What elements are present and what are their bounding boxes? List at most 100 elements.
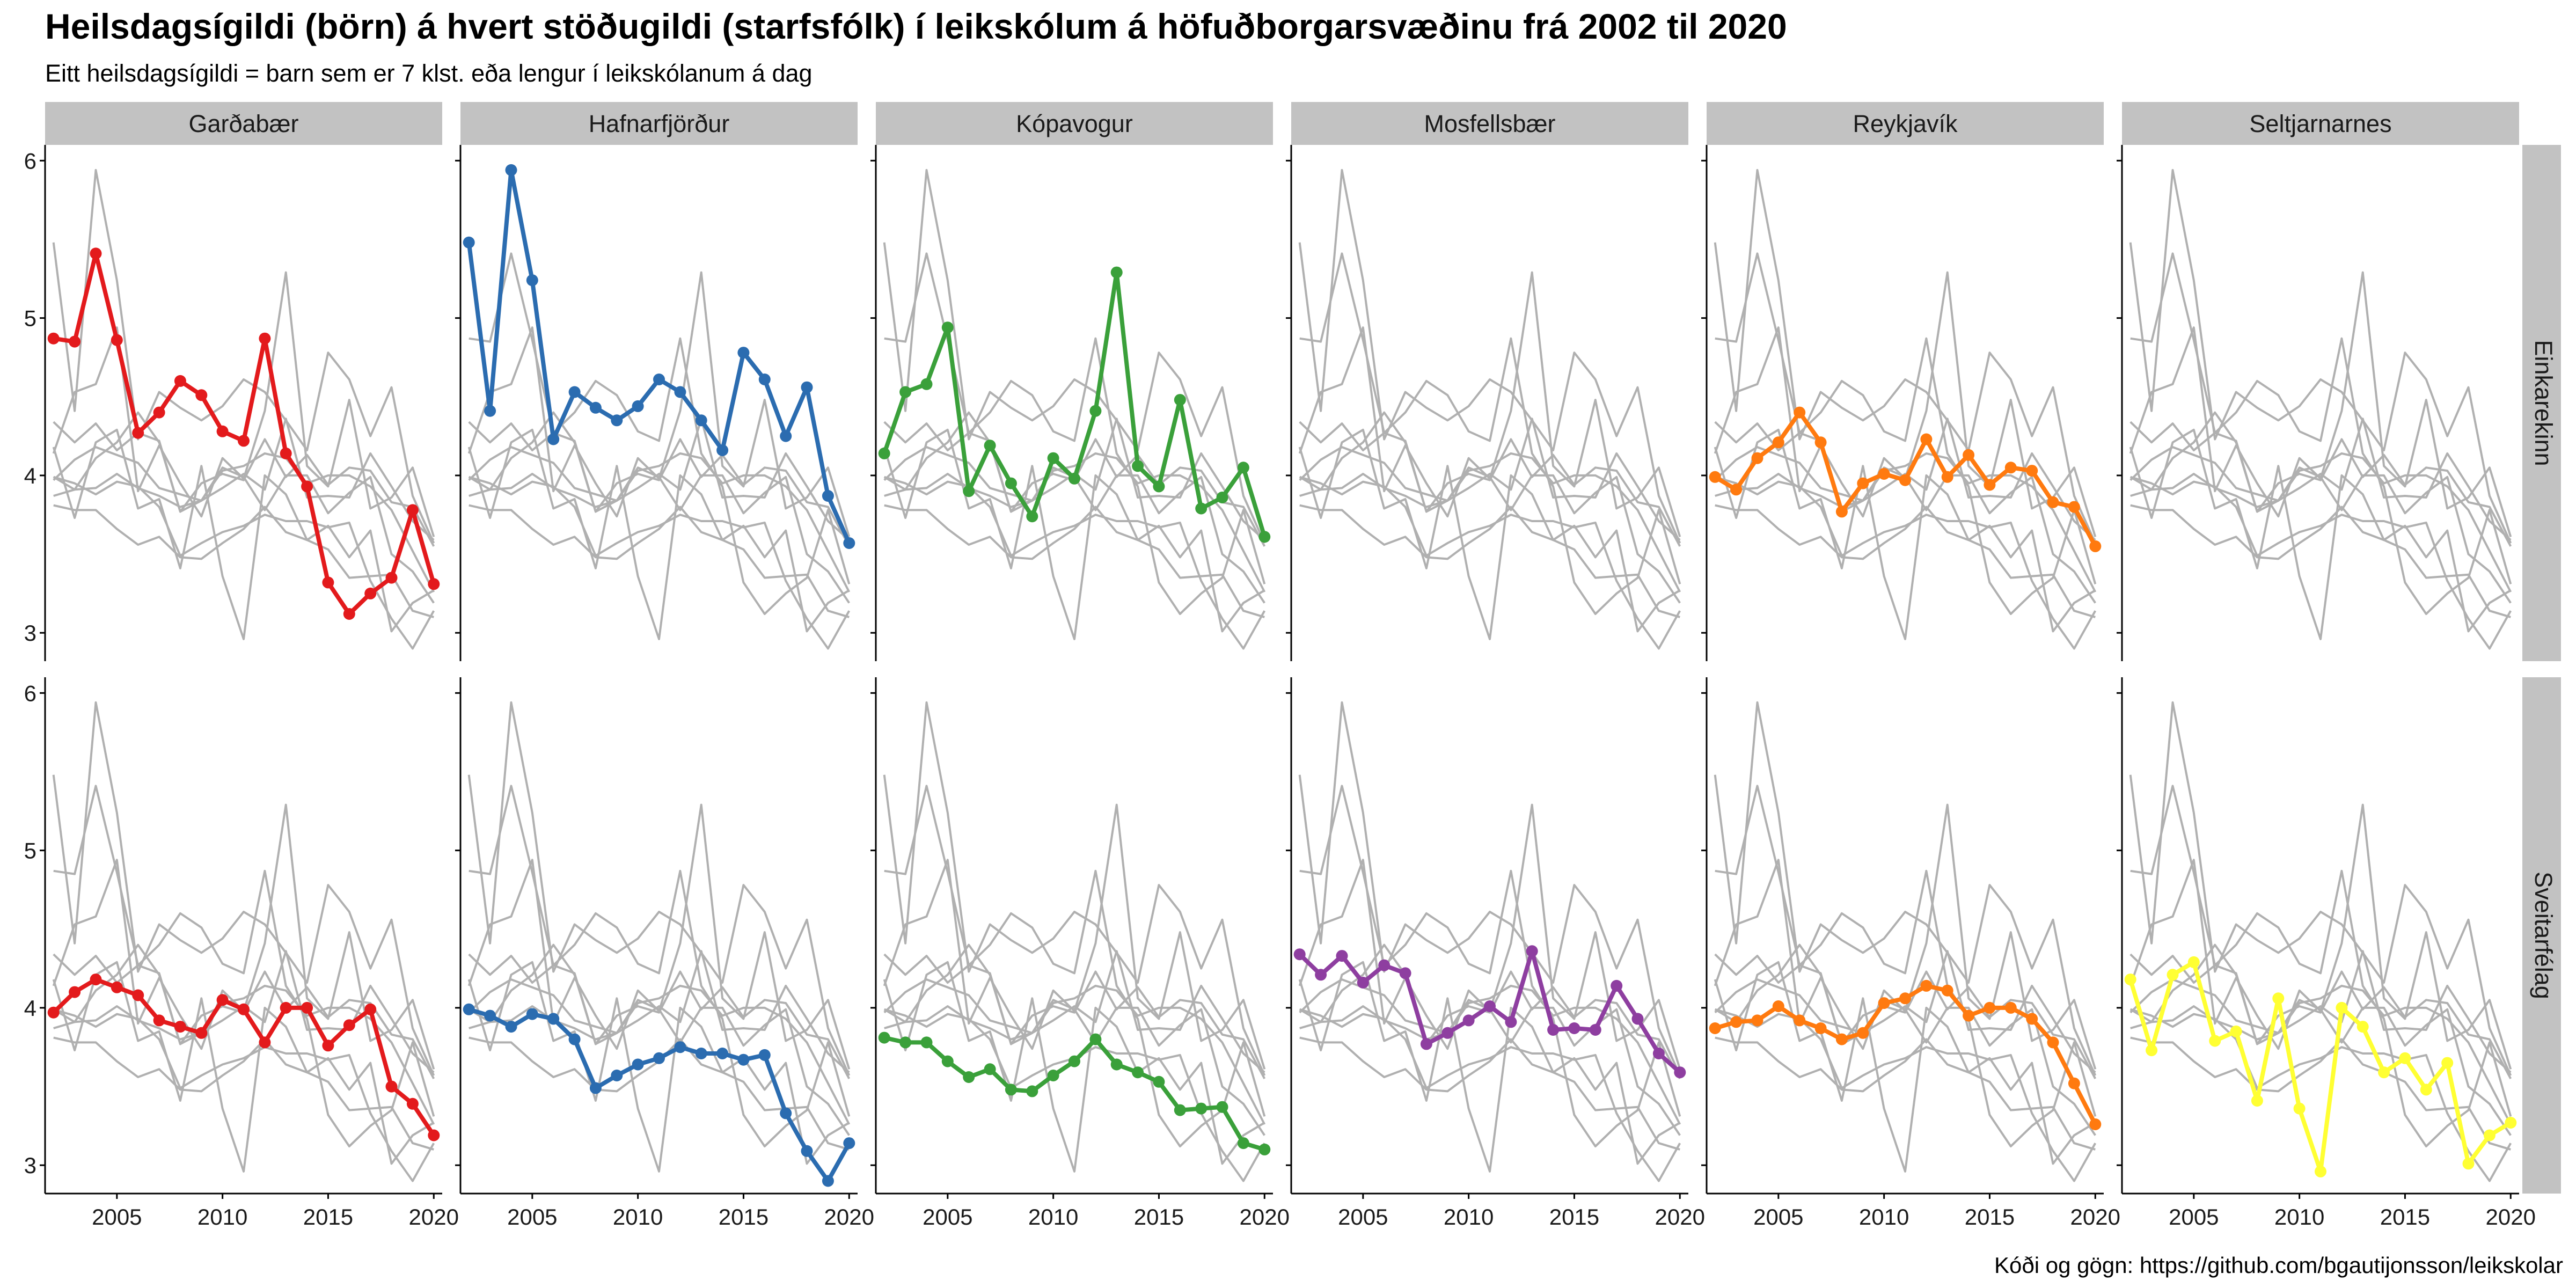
row-strip-label: Sveitarfélag — [2530, 872, 2557, 999]
highlight-series-line — [2128, 960, 2512, 1174]
data-point — [1505, 1016, 1517, 1028]
data-point — [2146, 1044, 2158, 1057]
data-point — [1857, 477, 1869, 489]
row-strip-label: Einkarekinn — [2530, 340, 2557, 466]
data-point — [1026, 1085, 1038, 1097]
background-series-line — [1299, 943, 1681, 1079]
x-tick-label: 2015 — [719, 1204, 769, 1230]
data-point — [343, 608, 355, 620]
facet-strip-hafnarfjordur — [460, 102, 858, 145]
background-series-line — [1714, 961, 2096, 1173]
background-series-line — [53, 475, 435, 650]
data-point — [301, 480, 313, 493]
data-point — [1568, 1022, 1580, 1034]
x-tick-label: 2020 — [2070, 1204, 2120, 1230]
data-point — [695, 1048, 707, 1059]
background-series-line — [469, 475, 851, 650]
data-point — [1751, 1014, 1763, 1027]
data-point — [653, 1052, 665, 1064]
highlight-series-line — [466, 167, 851, 544]
x-tick-label: 2005 — [507, 1204, 557, 1230]
data-point — [716, 1048, 729, 1059]
data-point — [1631, 1013, 1644, 1025]
data-point — [2209, 1035, 2221, 1047]
data-point — [878, 447, 890, 459]
data-point — [1547, 1024, 1560, 1036]
data-point — [238, 435, 250, 447]
background-series-line — [469, 252, 851, 615]
background-series-line — [52, 169, 435, 544]
x-tick-label: 2005 — [923, 1204, 972, 1230]
background-series-line — [884, 504, 1265, 618]
background-series-line — [2129, 428, 2512, 640]
data-point — [1399, 967, 1411, 979]
background-series-line — [53, 418, 435, 541]
data-point — [1835, 506, 1848, 518]
x-tick-label: 2015 — [1965, 1204, 2015, 1230]
data-point — [1772, 436, 1784, 449]
x-tick-label: 2010 — [197, 1204, 247, 1230]
data-point — [1963, 449, 1975, 461]
y-tick-label: 3 — [24, 1153, 36, 1178]
y-tick-label: 6 — [24, 148, 36, 173]
background-series-line — [883, 701, 1266, 1076]
data-point — [385, 1080, 398, 1093]
data-point — [801, 1145, 813, 1157]
background-series-line — [53, 411, 435, 547]
data-point — [1216, 1101, 1228, 1113]
data-point — [589, 1082, 602, 1094]
data-point — [322, 1040, 334, 1052]
data-point — [632, 400, 644, 412]
data-point — [1674, 1066, 1686, 1079]
data-point — [547, 1013, 560, 1025]
background-series-line — [2129, 943, 2512, 1079]
background-series-line — [52, 961, 435, 1173]
data-point — [1005, 477, 1017, 489]
data-point — [1237, 462, 1249, 474]
data-point — [174, 1021, 186, 1033]
data-point — [47, 332, 60, 345]
data-point — [1132, 460, 1144, 472]
x-tick-label: 2015 — [1134, 1204, 1184, 1230]
background-series-line — [2130, 475, 2512, 650]
background-series-line — [1298, 701, 1681, 1076]
panel-sveitarfelag-reykjavik: 2005 2010 2015 2020 — [1701, 677, 2120, 1230]
background-series-line — [2129, 411, 2512, 547]
data-point — [2272, 992, 2285, 1005]
background-series-line — [467, 701, 851, 1076]
data-point — [1047, 452, 1059, 464]
data-point — [941, 1055, 954, 1067]
data-point — [1730, 484, 1743, 496]
data-point — [484, 1009, 496, 1022]
data-point — [758, 1049, 771, 1061]
data-point — [1420, 1038, 1432, 1050]
data-point — [1195, 1102, 1208, 1115]
data-point — [1857, 1027, 1869, 1039]
data-point — [526, 274, 538, 287]
data-point — [505, 1021, 517, 1033]
row-strip-einkarekinn — [2522, 145, 2561, 661]
data-point — [1089, 1033, 1102, 1045]
data-point — [920, 378, 933, 390]
x-tick-label: 2020 — [1655, 1204, 1705, 1230]
data-point — [195, 389, 208, 401]
data-point — [2068, 501, 2080, 513]
panel-sveitarfelag-kopavogur: 2005 2010 2015 2020 — [870, 677, 1290, 1230]
background-series-line — [1298, 428, 1681, 640]
background-series-line — [467, 961, 850, 1173]
data-point — [238, 1003, 250, 1015]
data-point — [1258, 531, 1271, 543]
data-point — [1378, 959, 1391, 971]
background-series-line — [884, 452, 1266, 592]
background-series-line — [883, 950, 1265, 1073]
data-point — [632, 1058, 644, 1071]
data-point — [484, 405, 496, 417]
data-point — [428, 578, 440, 590]
x-tick-label: 2020 — [824, 1204, 874, 1230]
data-point — [1794, 406, 1806, 419]
data-point — [2089, 1118, 2102, 1130]
background-series-line — [1299, 1036, 1680, 1151]
background-series-line — [883, 428, 1265, 640]
data-point — [195, 1027, 208, 1039]
data-point — [216, 425, 229, 437]
